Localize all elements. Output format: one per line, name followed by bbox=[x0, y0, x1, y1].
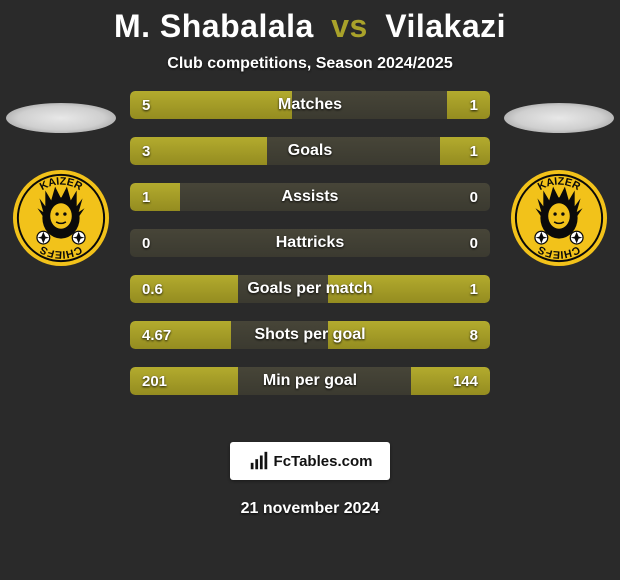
stat-row: 0.61Goals per match bbox=[130, 275, 490, 303]
stat-bars: 51Matches31Goals10Assists00Hattricks0.61… bbox=[130, 91, 490, 413]
stat-row: 201144Min per goal bbox=[130, 367, 490, 395]
brand-text: FcTables.com bbox=[274, 453, 373, 470]
player2-name: Vilakazi bbox=[385, 8, 506, 44]
stat-row: 51Matches bbox=[130, 91, 490, 119]
stat-value-right: 8 bbox=[458, 321, 490, 349]
stat-value-right: 1 bbox=[458, 91, 490, 119]
chart-icon bbox=[248, 450, 270, 472]
comparison-arena: KAIZER CHIEFS KAIZER CHIEFS bbox=[0, 97, 620, 427]
stat-row: 0 0Hattricks bbox=[130, 229, 490, 257]
stat-value-right: 1 bbox=[458, 137, 490, 165]
stat-value-left: 0.6 bbox=[130, 275, 175, 303]
subtitle: Club competitions, Season 2024/2025 bbox=[0, 55, 620, 73]
stat-value-right: 0 bbox=[458, 229, 490, 257]
team-badge-right: KAIZER CHIEFS bbox=[510, 169, 608, 267]
stat-value-left: 1 bbox=[130, 183, 162, 211]
player2-shadow bbox=[504, 103, 614, 133]
vs-label: vs bbox=[331, 8, 368, 44]
stat-row: 1 0Assists bbox=[130, 183, 490, 211]
stat-value-left: 0 bbox=[130, 229, 162, 257]
stat-value-left: 5 bbox=[130, 91, 162, 119]
player1-name: M. Shabalala bbox=[114, 8, 314, 44]
stat-value-left: 4.67 bbox=[130, 321, 183, 349]
header: M. Shabalala vs Vilakazi Club competitio… bbox=[0, 0, 620, 73]
comparison-title: M. Shabalala vs Vilakazi bbox=[0, 8, 620, 45]
stat-value-right: 144 bbox=[441, 367, 490, 395]
stat-value-right: 1 bbox=[458, 275, 490, 303]
date-label: 21 november 2024 bbox=[0, 500, 620, 518]
brand-logo[interactable]: FcTables.com bbox=[230, 442, 390, 480]
stat-value-left: 201 bbox=[130, 367, 179, 395]
stat-value-right: 0 bbox=[458, 183, 490, 211]
team-badge-left: KAIZER CHIEFS bbox=[12, 169, 110, 267]
stat-label: Hattricks bbox=[130, 229, 490, 257]
stat-value-left: 3 bbox=[130, 137, 162, 165]
player1-shadow bbox=[6, 103, 116, 133]
stat-row: 4.678Shots per goal bbox=[130, 321, 490, 349]
stat-label: Assists bbox=[130, 183, 490, 211]
stat-row: 31Goals bbox=[130, 137, 490, 165]
